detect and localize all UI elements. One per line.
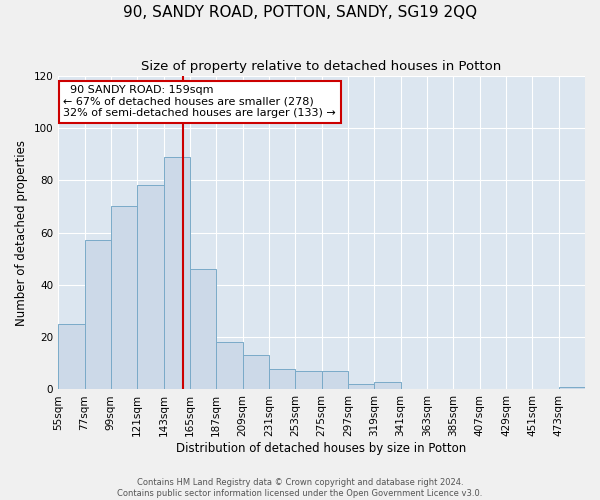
Text: Contains HM Land Registry data © Crown copyright and database right 2024.
Contai: Contains HM Land Registry data © Crown c… (118, 478, 482, 498)
X-axis label: Distribution of detached houses by size in Potton: Distribution of detached houses by size … (176, 442, 467, 455)
Text: 90, SANDY ROAD, POTTON, SANDY, SG19 2QQ: 90, SANDY ROAD, POTTON, SANDY, SG19 2QQ (123, 5, 477, 20)
Bar (216, 342, 242, 390)
Title: Size of property relative to detached houses in Potton: Size of property relative to detached ho… (142, 60, 502, 73)
Bar (58, 324, 85, 390)
Bar (111, 206, 137, 390)
Text: 90 SANDY ROAD: 159sqm  
← 67% of detached houses are smaller (278)
32% of semi-d: 90 SANDY ROAD: 159sqm ← 67% of detached … (64, 85, 336, 118)
Bar (242, 356, 269, 390)
Bar (85, 240, 111, 390)
Bar (295, 371, 322, 390)
Bar (269, 368, 295, 390)
Bar (322, 371, 348, 390)
Bar (190, 269, 216, 390)
Bar (374, 382, 401, 390)
Bar (137, 186, 164, 390)
Bar (164, 156, 190, 390)
Bar (559, 387, 585, 390)
Bar (348, 384, 374, 390)
Y-axis label: Number of detached properties: Number of detached properties (15, 140, 28, 326)
